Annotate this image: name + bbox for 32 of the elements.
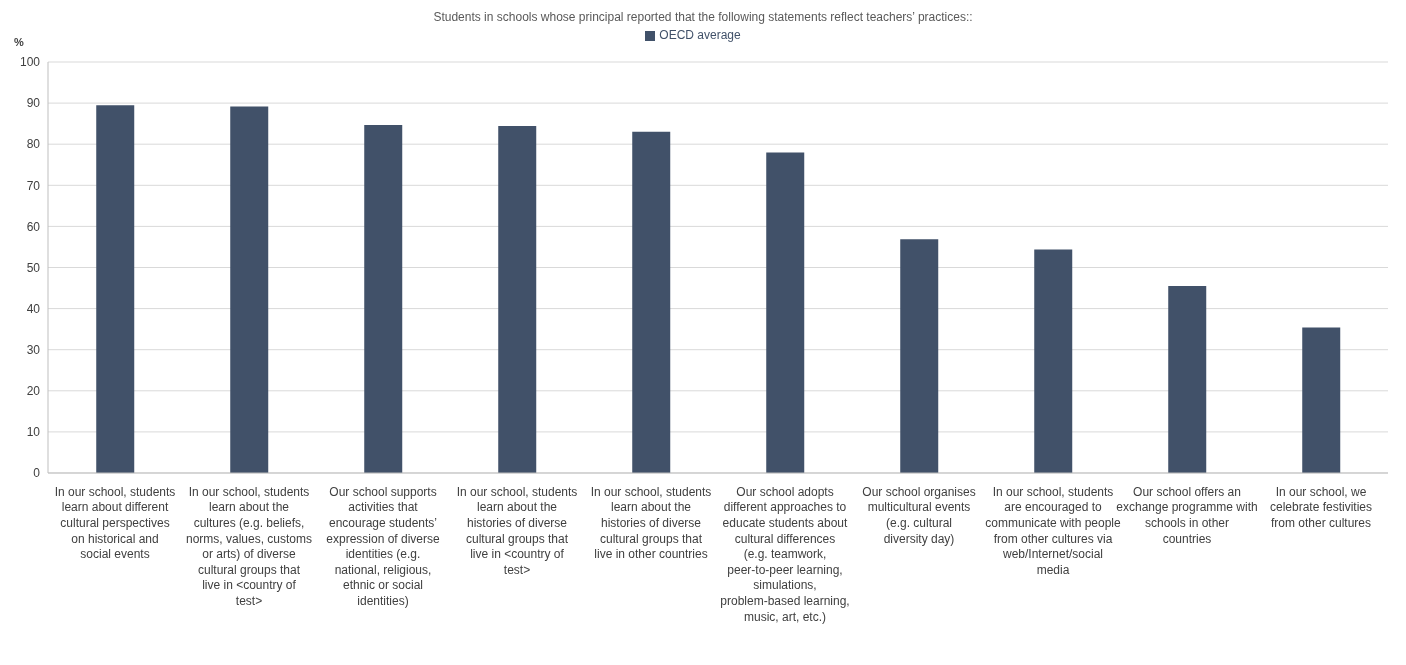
bar [632,131,671,473]
y-tick-label: 40 [26,301,41,316]
y-tick-label: 30 [26,342,41,357]
y-tick-label: 20 [26,384,41,399]
bar [1302,327,1341,473]
y-tick-label: 0 [33,466,41,481]
chart-title: Students in schools whose principal reported that the following statements reflect teachers’ practices:: [432,10,974,24]
y-tick-label: 80 [26,137,41,152]
y-tick-label: 100 [19,55,41,70]
y-tick-label: 90 [26,96,41,111]
x-tick-label: In our school, students learn about the cultures (e.g. beliefs, norms, values, customs or arts) of diverse cultural groups that live in <country of test> [185,484,313,608]
bar [498,126,537,473]
y-axis-title: % [14,36,24,48]
bar [96,105,135,473]
x-tick-label: In our school, students learn about the histories of diverse cultural groups that live in <country of test> [456,484,578,577]
x-tick-label: Our school organises multicultural events (e.g. cultural diversity day) [862,484,976,546]
bar [1168,286,1207,473]
x-tick-label: Our school supports activities that encourage students’ expression of diverse identities (e.g. national, religious, ethnic or social identities) [326,484,441,608]
y-tick-label: 60 [26,219,41,234]
x-tick-label: In our school, students learn about different cultural perspectives on historical and social events [54,484,176,562]
bar [364,124,403,473]
x-tick-label: In our school, we celebrate festivities from other cultures [1269,484,1373,530]
bar [900,239,939,473]
bar [766,152,805,473]
y-tick-label: 70 [26,178,41,193]
category-label: Our school adopts different approaches to educate students about cultural differences (e.g. teamwork, peer-to-peer learning, simulations, problem-based learning, music, art, etc.) [720,484,850,624]
y-tick-label: 10 [26,425,41,440]
y-tick-label: 50 [26,260,41,275]
x-tick-label: In our school, students learn about the histories of diverse cultural groups that live in other countries [590,484,712,562]
bar [230,106,269,473]
legend-label: OECD average [659,28,741,42]
bar [1034,249,1073,473]
